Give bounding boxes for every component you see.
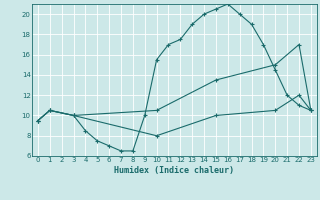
X-axis label: Humidex (Indice chaleur): Humidex (Indice chaleur): [115, 166, 234, 175]
